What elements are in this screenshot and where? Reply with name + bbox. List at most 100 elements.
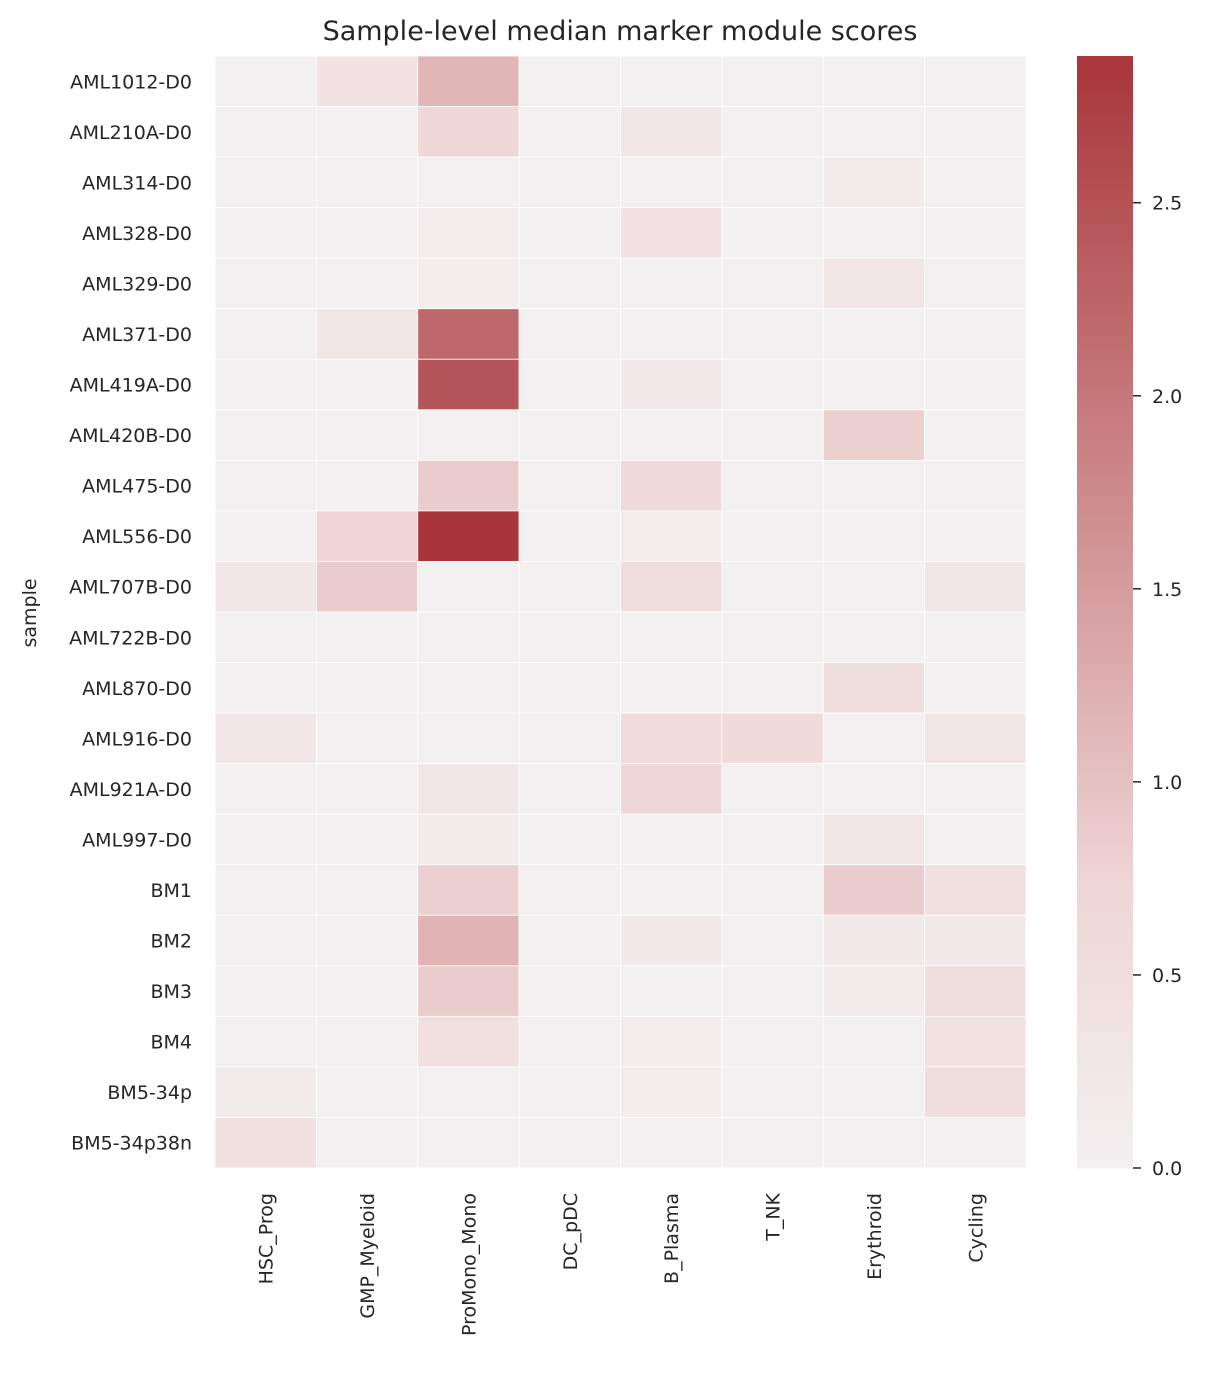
heatmap-cell — [822, 308, 926, 360]
chart-title: Sample-level median marker module scores — [323, 16, 918, 47]
heatmap-cell — [214, 257, 317, 310]
heatmap-cell — [822, 1015, 926, 1068]
heatmap-cell — [417, 611, 520, 663]
heatmap-cell — [417, 662, 520, 714]
heatmap-cell — [620, 864, 723, 916]
row-tick-label: BM3 — [150, 981, 192, 1003]
colorbar-segment — [1077, 178, 1133, 185]
colorbar-segment — [1077, 756, 1133, 763]
colorbar-segment — [1077, 183, 1133, 191]
heatmap-cell — [822, 662, 926, 714]
colorbar-segment — [1077, 995, 1133, 1002]
colorbar-segment — [1077, 317, 1133, 324]
heatmap-cell — [822, 611, 926, 663]
colorbar-segment — [1077, 751, 1133, 758]
colorbar-segment — [1077, 395, 1133, 402]
heatmap-cell — [214, 813, 317, 866]
heatmap-cell — [518, 510, 621, 562]
heatmap-cell — [518, 662, 621, 714]
row-tick-label: AML997-D0 — [82, 829, 192, 851]
colorbar-segment — [1077, 272, 1133, 279]
column-tick-label: Erythroid — [864, 1193, 886, 1280]
heatmap-cell — [620, 409, 723, 461]
heatmap-cell — [822, 1066, 926, 1118]
colorbar-segment — [1077, 1162, 1133, 1169]
colorbar-tick-label: 2.0 — [1152, 386, 1182, 408]
colorbar-segment — [1077, 161, 1133, 168]
colorbar-segment — [1077, 61, 1133, 68]
row-tick-label: AML707B-D0 — [69, 577, 192, 599]
heatmap-cell — [518, 763, 621, 815]
heatmap-cell — [518, 813, 621, 866]
colorbar-segment — [1077, 261, 1133, 268]
colorbar-segment — [1077, 873, 1133, 880]
colorbar-segment — [1077, 239, 1133, 246]
heatmap-cell — [315, 611, 419, 663]
colorbar-segment — [1077, 334, 1133, 341]
heatmap-cell — [721, 965, 824, 1017]
heatmap-cell — [620, 813, 723, 866]
heatmap-cell — [620, 1117, 723, 1169]
heatmap-cell — [518, 914, 621, 967]
colorbar-segment — [1077, 556, 1133, 563]
colorbar-segment — [1077, 695, 1133, 702]
heatmap-cell — [214, 561, 317, 613]
colorbar-segment — [1077, 172, 1133, 179]
colorbar-segment — [1077, 295, 1133, 302]
colorbar-segment — [1077, 712, 1133, 719]
colorbar-segment — [1077, 456, 1133, 463]
colorbar-segment — [1077, 561, 1133, 569]
colorbar-segment — [1077, 667, 1133, 674]
heatmap-cell — [214, 409, 317, 461]
heatmap-cell — [214, 1066, 317, 1118]
colorbar-segment — [1077, 723, 1133, 730]
colorbar-segment — [1077, 89, 1133, 96]
heatmap-cell — [721, 864, 824, 916]
colorbar-segment — [1077, 673, 1133, 680]
colorbar-segment — [1077, 662, 1133, 669]
heatmap-cell — [924, 813, 1027, 866]
colorbar-segment — [1077, 1117, 1133, 1125]
heatmap-cell — [721, 156, 824, 209]
heatmap-cell — [417, 459, 520, 512]
column-tick-label: Cycling — [965, 1193, 987, 1263]
colorbar-segment — [1077, 250, 1133, 257]
heatmap-cell — [822, 106, 926, 158]
colorbar-segment — [1077, 1012, 1133, 1019]
column-tick-label: T_NK — [763, 1192, 785, 1241]
heatmap-cell — [518, 1015, 621, 1068]
colorbar-segment — [1077, 940, 1133, 947]
colorbar-segment — [1077, 789, 1133, 797]
colorbar-tick-label: 1.5 — [1152, 579, 1182, 601]
heatmap-cell — [721, 106, 824, 158]
heatmap-cell — [214, 662, 317, 714]
heatmap-cell — [214, 763, 317, 815]
heatmap-cell — [620, 763, 723, 815]
heatmap-cell — [924, 864, 1027, 916]
colorbar-segment — [1077, 839, 1133, 847]
colorbar-segment — [1077, 734, 1133, 741]
colorbar-segment — [1077, 1112, 1133, 1119]
colorbar-segment — [1077, 834, 1133, 841]
heatmap-cell — [315, 106, 419, 158]
colorbar-segment — [1077, 245, 1133, 252]
heatmap-cells — [214, 55, 1027, 1169]
heatmap-cell — [822, 257, 926, 310]
heatmap-cell — [721, 763, 824, 815]
row-tick-label: AML921A-D0 — [70, 779, 192, 801]
colorbar-segment — [1077, 1045, 1133, 1052]
colorbar-segment — [1077, 523, 1133, 530]
colorbar-segment — [1077, 300, 1133, 307]
heatmap-cell — [214, 611, 317, 663]
heatmap-cell — [822, 358, 926, 411]
heatmap-cell — [620, 914, 723, 967]
colorbar-segment — [1077, 411, 1133, 418]
heatmap-cell — [417, 358, 520, 411]
heatmap-cell — [214, 106, 317, 158]
colorbar-segment — [1077, 767, 1133, 774]
colorbar-segment — [1077, 956, 1133, 963]
colorbar-segment — [1077, 228, 1133, 235]
heatmap-cell — [214, 1015, 317, 1068]
colorbar-segment — [1077, 1123, 1133, 1130]
heatmap-cell — [924, 308, 1027, 360]
